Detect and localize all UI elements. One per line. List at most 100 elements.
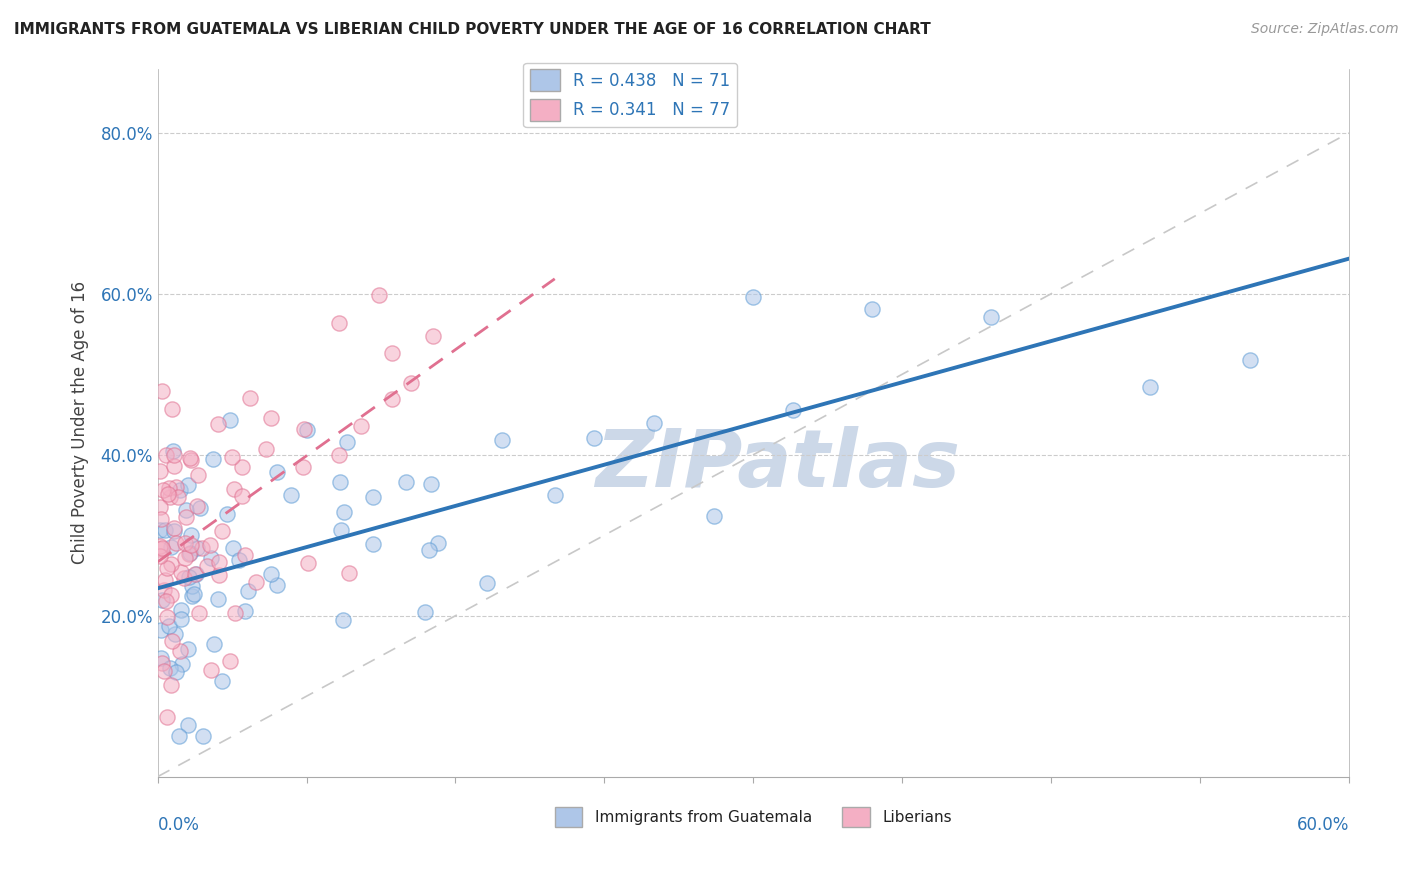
Point [363, 537, 385, 551]
Point [149, 500, 172, 514]
Point [643, 417, 665, 431]
Point [167, 490, 190, 504]
Point [156, 610, 179, 624]
Point [169, 565, 191, 579]
Point [201, 451, 224, 466]
Point [193, 730, 215, 744]
Point [333, 505, 356, 519]
Point [156, 561, 179, 575]
Point [181, 579, 204, 593]
Point [177, 477, 200, 491]
Point [266, 577, 288, 591]
Point [544, 488, 567, 502]
Point [200, 551, 222, 566]
Point [186, 541, 208, 555]
Point [186, 499, 208, 513]
Point [228, 552, 250, 566]
Point [295, 423, 318, 437]
Point [156, 710, 179, 724]
Point [215, 507, 238, 521]
Point [176, 718, 198, 732]
Point [170, 657, 193, 671]
Point [399, 376, 422, 391]
Point [159, 490, 181, 504]
Point [207, 417, 229, 431]
Point [160, 633, 183, 648]
Point [231, 460, 253, 475]
Point [163, 458, 186, 473]
Point [153, 583, 176, 598]
Point [150, 511, 173, 525]
Point [1139, 379, 1161, 393]
Point [231, 489, 253, 503]
Point [477, 576, 499, 591]
Point [254, 442, 277, 456]
Point [174, 536, 197, 550]
Point [160, 589, 183, 603]
Point [149, 539, 172, 553]
Point [179, 450, 201, 465]
Point [180, 452, 202, 467]
Point [150, 656, 173, 670]
Point [207, 591, 229, 606]
Point [219, 412, 242, 426]
Point [181, 589, 204, 603]
Point [160, 678, 183, 692]
Point [152, 664, 174, 678]
Point [184, 567, 207, 582]
Point [190, 541, 212, 555]
Point [703, 508, 725, 523]
Point [224, 606, 246, 620]
Point [236, 584, 259, 599]
Point [150, 592, 173, 607]
Point [149, 464, 172, 478]
Point [183, 587, 205, 601]
Point [173, 572, 195, 586]
Point [980, 310, 1002, 324]
Point [422, 328, 444, 343]
Point [150, 623, 173, 637]
Point [222, 483, 245, 497]
Point [328, 316, 350, 330]
Point [200, 663, 222, 677]
Point [149, 523, 172, 537]
Point [163, 448, 186, 462]
Point [195, 558, 218, 573]
Point [292, 459, 315, 474]
Point [222, 541, 245, 555]
Point [155, 594, 177, 608]
Point [420, 476, 443, 491]
Point [153, 573, 176, 587]
Point [180, 527, 202, 541]
Point [381, 346, 404, 360]
Point [233, 604, 256, 618]
Point [361, 490, 384, 504]
Point [337, 566, 360, 580]
Point [160, 401, 183, 416]
Point [156, 487, 179, 501]
Point [153, 523, 176, 537]
Point [159, 661, 181, 675]
Point [152, 483, 174, 498]
Point [233, 549, 256, 563]
Point [184, 566, 207, 581]
Point [418, 543, 440, 558]
Point [491, 433, 513, 447]
Point [221, 450, 243, 464]
Point [149, 541, 172, 556]
Point [381, 392, 404, 406]
Point [188, 606, 211, 620]
Point [426, 536, 449, 550]
Point [187, 467, 209, 482]
Text: IMMIGRANTS FROM GUATEMALA VS LIBERIAN CHILD POVERTY UNDER THE AGE OF 16 CORRELAT: IMMIGRANTS FROM GUATEMALA VS LIBERIAN CH… [14, 22, 931, 37]
Point [149, 549, 172, 563]
Point [165, 536, 187, 550]
Point [165, 480, 187, 494]
Point [329, 523, 352, 537]
Point [329, 475, 352, 490]
Point [159, 540, 181, 554]
Point [169, 644, 191, 658]
Point [1239, 352, 1261, 367]
Point [169, 483, 191, 497]
Point [260, 567, 283, 582]
